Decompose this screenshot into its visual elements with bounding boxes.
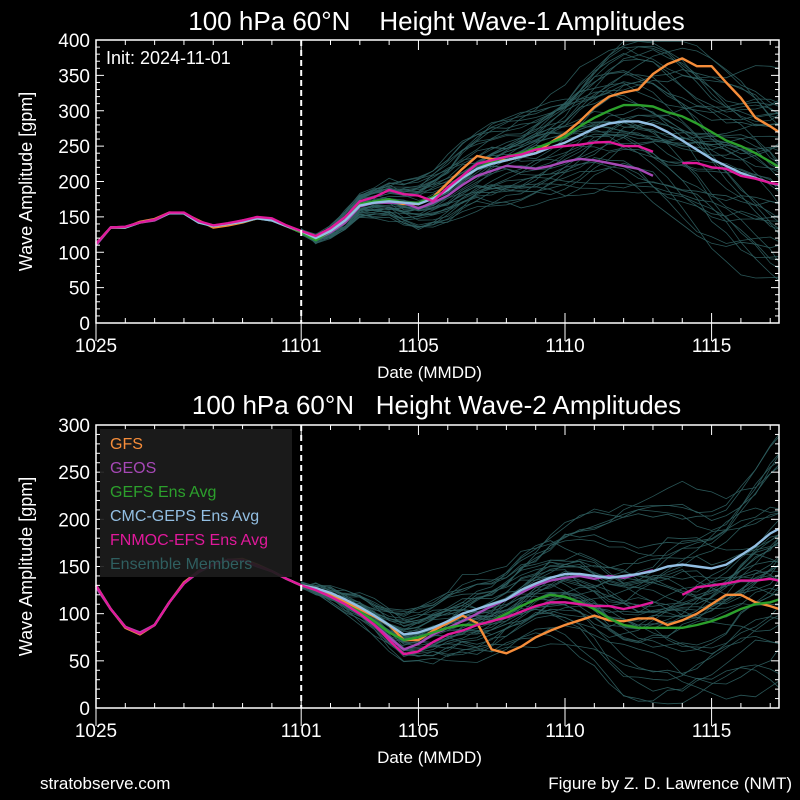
legend-entry: FNMOC-EFS Ens Avg (110, 532, 268, 549)
ensemble-member-line (300, 167, 780, 249)
y-tick-label: 250 (58, 137, 90, 158)
ensemble-member-line (300, 49, 780, 242)
ensemble-member-line (301, 433, 780, 611)
ensemble-member-line (301, 114, 780, 243)
ensemble-member-line (301, 586, 780, 700)
x-tick-label: 1115 (692, 336, 731, 357)
x-tick-label: 1025 (75, 721, 117, 742)
ensemble-member-line (301, 537, 780, 621)
ensemble-member-line (301, 121, 780, 240)
wave1-panel: 0 50 100 150 200 250 300 350 400 1025 1101 1105 1110… (16, 6, 780, 382)
legend-entry: Ensemble Members (110, 556, 252, 573)
chart-title: 100 hPa 60°N Height Wave-2 Amplitudes (192, 390, 681, 420)
y-tick-label: 350 (58, 66, 90, 87)
y-tick-label: 0 (79, 699, 90, 720)
ensemble-member-line (301, 453, 780, 616)
ensemble-member-line (300, 81, 780, 242)
y-tick-label: 100 (58, 243, 90, 264)
ensemble-member-line (301, 584, 780, 692)
legend-box (100, 429, 292, 577)
init-annotation: Init: 2024-11-01 (106, 48, 231, 68)
ensemble-member-line (300, 122, 780, 241)
ensemble-member-line (300, 141, 780, 240)
x-tick-label: 1115 (692, 721, 731, 742)
chart-title: 100 hPa 60°N Height Wave-1 Amplitudes (188, 6, 684, 36)
ensemble-member-line (301, 569, 780, 643)
legend-entry: GEOS (110, 460, 156, 477)
y-tick-label: 150 (58, 208, 90, 229)
legend-entry: CMC-GEPS Ens Avg (110, 508, 259, 525)
x-tick-label: 1101 (281, 721, 322, 742)
ensemble-member-line (300, 183, 780, 269)
ensemble-member-line (301, 466, 780, 614)
ensemble-member-line (300, 544, 780, 646)
y-axis-label: Wave Amplitude [gpm] (16, 92, 36, 271)
ensemble-member-line (301, 464, 780, 628)
ensemble-member-line (300, 146, 780, 243)
ensemble-member-line (301, 587, 780, 655)
ensemble-member-line (300, 560, 780, 650)
y-tick-label: 200 (58, 510, 90, 531)
x-tick-label: 1110 (545, 721, 584, 742)
y-tick-label: 50 (69, 279, 90, 300)
ensemble-member-line (301, 41, 780, 240)
x-axis-label: Date (MMDD) (377, 363, 482, 382)
y-tick-label: 300 (58, 416, 90, 437)
ensemble-member-line (301, 176, 780, 263)
ensemble-member-line (301, 46, 780, 241)
ensemble-member-line (301, 41, 780, 237)
ensemble-member-line (300, 134, 780, 245)
ensemble-member-line (300, 162, 780, 279)
x-tick-label: 1110 (545, 336, 584, 357)
ensemble-member-line (301, 149, 780, 258)
ensemble-member-line (301, 460, 780, 624)
ensemble-member-line (301, 141, 780, 260)
ensemble-member-line (301, 70, 780, 239)
ensemble-member-line (300, 119, 780, 242)
y-tick-label: 0 (79, 314, 90, 335)
x-tick-label: 1105 (398, 721, 439, 742)
ensemble-member-line (301, 454, 780, 617)
series-line-gfs (95, 57, 780, 245)
series-line-fnmoc-efs-ens-avg (94, 558, 780, 656)
x-tick-label: 1101 (281, 336, 322, 357)
ensemble-member-line (301, 537, 780, 623)
ensemble-member-line (301, 507, 780, 623)
y-axis-label: Wave Amplitude [gpm] (16, 477, 36, 656)
y-tick-label: 400 (58, 31, 90, 52)
x-tick-label: 1025 (75, 336, 117, 357)
footer-credit: Figure by Z. D. Lawrence (NMT) (548, 774, 792, 793)
x-axis-label: Date (MMDD) (377, 748, 482, 767)
ensemble-member-line (301, 94, 780, 241)
y-tick-label: 150 (58, 558, 90, 579)
series-line-fnmoc-efs-ens-avg (95, 140, 780, 245)
legend-entry: GEFS Ens Avg (110, 484, 216, 501)
ensemble-member-line (300, 58, 780, 243)
y-tick-label: 250 (58, 463, 90, 484)
legend-entry: GFS (110, 436, 143, 453)
y-tick-label: 50 (69, 652, 90, 673)
footer-site[interactable]: stratobserve.com (40, 774, 171, 793)
wave2-panel: 0 50 100 150 200 250 300 1025 1101 1105 1110 1115 10… (16, 390, 780, 767)
ensemble-member-line (301, 542, 780, 635)
y-tick-label: 100 (58, 605, 90, 626)
ensemble-member-line (301, 46, 780, 237)
ensemble-members (300, 41, 780, 281)
y-tick-label: 200 (58, 173, 90, 194)
x-tick-label: 1105 (398, 336, 439, 357)
y-tick-label: 300 (58, 102, 90, 123)
ensemble-member-line (301, 584, 780, 705)
